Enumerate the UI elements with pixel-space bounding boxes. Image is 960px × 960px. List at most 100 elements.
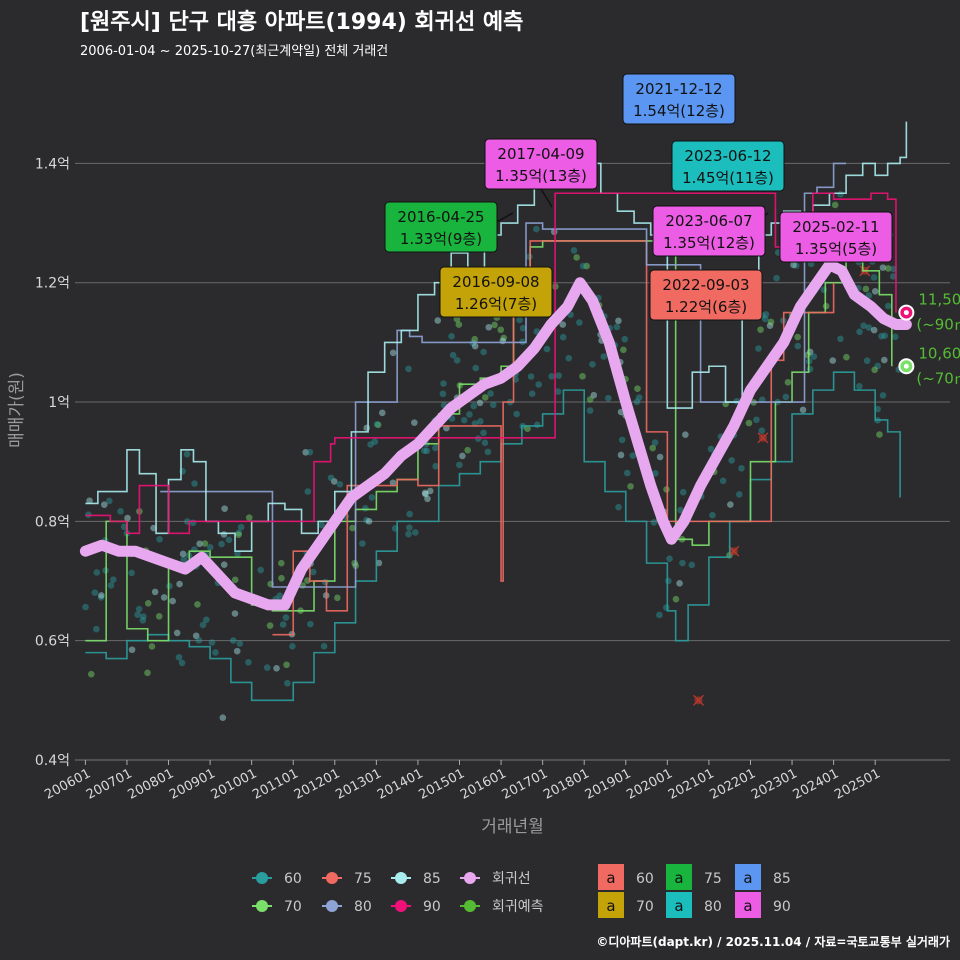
scatter-point [180, 556, 188, 563]
scatter-point [500, 334, 508, 342]
scatter-point [481, 439, 489, 447]
scatter-point [480, 429, 487, 437]
scatter-point [782, 393, 790, 401]
annotation-date: 2025-02-11 [792, 218, 879, 236]
scatter-point [651, 439, 659, 446]
annotation-box [484, 138, 598, 190]
scatter-point [93, 569, 101, 576]
x-tick-label: 200601 [42, 766, 93, 803]
scatter-point [330, 478, 338, 485]
scatter-point [411, 529, 419, 536]
x-tick-label: 201701 [500, 766, 551, 803]
scatter-point [878, 332, 885, 340]
scatter-point [194, 601, 201, 608]
scatter-point [799, 406, 807, 414]
x-tick-label: 200701 [84, 766, 135, 803]
forecast-value: 10,600 [918, 344, 960, 362]
legend-box-label: 90 [773, 899, 791, 915]
scatter-point [371, 438, 379, 445]
scatter-point [874, 362, 881, 370]
scatter-point [480, 348, 487, 356]
scatter-point [432, 462, 439, 470]
legend-box-swatch [666, 864, 692, 890]
scatter-point [93, 625, 100, 633]
scatter-point [98, 592, 105, 599]
scatter-point [634, 385, 641, 392]
series-line-60 [85, 371, 901, 702]
scatter-point [351, 559, 359, 567]
scatter-point [635, 394, 643, 401]
scatter-point [831, 201, 839, 209]
scatter-point [753, 416, 760, 424]
scatter-point [579, 262, 587, 270]
annotation-box [622, 73, 736, 125]
scatter-point [434, 317, 442, 324]
scatter-point [790, 261, 797, 269]
forecast-marker-core [903, 310, 909, 316]
scatter-point [139, 616, 147, 624]
scatter-point [117, 508, 124, 515]
scatter-point [652, 470, 659, 477]
scatter-point [806, 365, 814, 373]
scatter-point [421, 447, 428, 455]
scatter-point [573, 254, 580, 261]
scatter-point [837, 335, 844, 343]
scatter-point [856, 328, 863, 336]
scatter-point [762, 311, 770, 318]
scatter-point [221, 505, 228, 512]
legend-dot-swatch [395, 900, 407, 912]
scatter-point [810, 353, 818, 360]
scatter-point [871, 366, 878, 374]
scatter-point [767, 318, 775, 326]
scatter-point [822, 302, 830, 310]
forecast-size: (~90㎡) [916, 316, 960, 334]
scatter-point [471, 342, 479, 350]
scatter-point [373, 421, 381, 428]
x-tick-label: 201901 [583, 766, 634, 803]
scatter-point [206, 544, 214, 551]
scatter-point [884, 265, 892, 272]
forecast-size: (~70㎡) [916, 369, 960, 387]
scatter-point [318, 521, 325, 529]
annotation-price: 1.45억(11층) [682, 169, 774, 187]
scatter-point [266, 622, 274, 629]
scatter-point [679, 559, 686, 567]
scatter-point [466, 411, 473, 418]
scatter-point [86, 497, 93, 505]
scatter-point [208, 639, 216, 646]
scatter-point [203, 616, 210, 624]
scatter-point [320, 642, 328, 650]
scatter-point [100, 501, 108, 509]
scatter-point [666, 555, 673, 562]
annotation-price: 1.26억(7층) [455, 295, 537, 313]
annotation-box [384, 201, 498, 253]
scatter-point [405, 365, 412, 373]
scatter-point [583, 262, 590, 270]
annotation-price: 1.54억(12층) [633, 102, 725, 120]
scatter-point [421, 489, 429, 497]
scatter-point [590, 391, 598, 399]
scatter-point [178, 659, 186, 667]
scatter-point [195, 637, 203, 644]
scatter-point [449, 351, 457, 359]
x-tick-label: 202101 [666, 766, 717, 803]
legend-dot-swatch [256, 872, 268, 884]
scatter-point [389, 349, 397, 357]
x-tick-label: 202201 [707, 766, 758, 803]
scatter-point [278, 559, 285, 567]
scatter-point [212, 649, 219, 656]
legend: 60 75 85 회귀선 70 80 90 회귀예측 a 60 a 75 a 85 a 70 a 80 a 90 [252, 864, 791, 918]
annotation-date: 2022-09-03 [662, 276, 749, 294]
scatter-point [135, 605, 143, 613]
scatter-point [524, 425, 531, 433]
chart-subtitle: 2006-01-04 ~ 2025-10-27(최근계약일) 전체 거래건 [80, 44, 389, 59]
scatter-point [374, 421, 382, 429]
scatter-point [470, 402, 478, 410]
scatter-point [231, 610, 239, 617]
scatter-point [183, 450, 191, 458]
legend-box-swatch [598, 892, 624, 918]
scatter-point [106, 497, 113, 505]
scatter-point [199, 621, 207, 629]
scatter-point [663, 604, 670, 611]
